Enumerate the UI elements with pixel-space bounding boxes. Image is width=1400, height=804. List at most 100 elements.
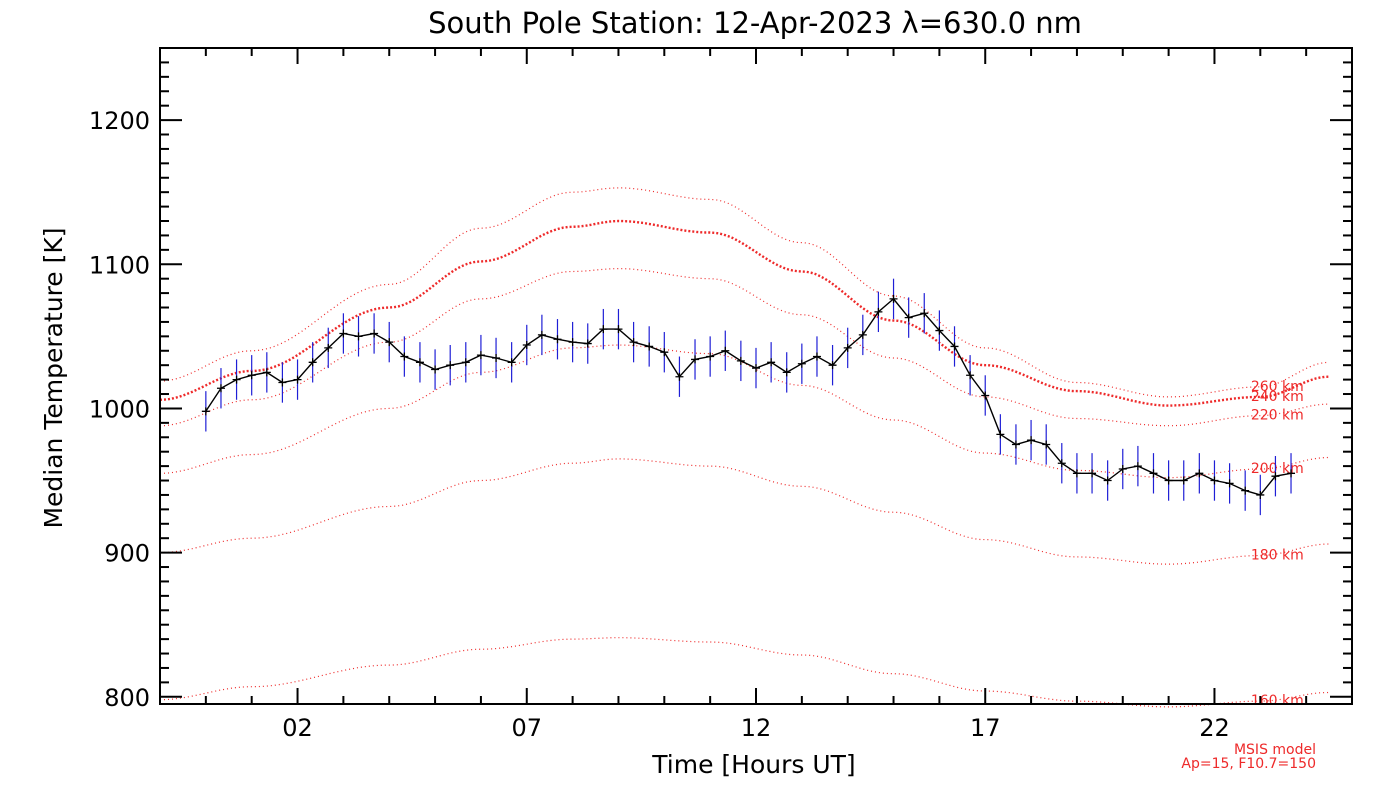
data-point-56 [1057, 459, 1066, 468]
model-curve-label-2: 200 km [1251, 461, 1304, 477]
data-point-46 [904, 313, 913, 322]
data-point-38 [782, 368, 791, 377]
data-point-35 [736, 356, 745, 365]
y-tick-label-0: 800 [104, 684, 150, 712]
data-point-51 [981, 391, 990, 400]
model-curve-label-1: 180 km [1251, 547, 1304, 563]
model-curve-label-3: 220 km [1251, 408, 1304, 424]
data-point-29 [645, 342, 654, 351]
y-tick-label-3: 1100 [89, 251, 150, 279]
data-point-7 [308, 358, 317, 367]
x-axis-label: Time [Hours UT] [651, 750, 855, 779]
data-point-5 [278, 378, 287, 387]
data-point-21 [522, 341, 531, 350]
data-point-43 [858, 330, 867, 339]
data-point-70 [1271, 472, 1280, 481]
data-point-20 [507, 358, 516, 367]
data-point-47 [920, 309, 929, 318]
data-point-42 [843, 343, 852, 352]
data-point-36 [752, 364, 760, 373]
data-point-0 [201, 407, 210, 416]
x-tick-label-1: 07 [511, 714, 542, 742]
data-point-67 [1225, 479, 1234, 488]
model-curve-label-5: 260 km [1251, 379, 1304, 395]
x-tick-label-4: 22 [1199, 714, 1230, 742]
x-tick-label-0: 02 [282, 714, 313, 742]
model-curve-label-4: 240 km [1251, 389, 1304, 405]
model-curve-0 [159, 637, 1330, 708]
data-point-59 [1103, 476, 1112, 485]
data-point-62 [1149, 469, 1158, 478]
x-tick-label-3: 17 [970, 714, 1001, 742]
data-point-54 [1027, 436, 1036, 445]
data-point-2 [232, 375, 241, 384]
model-curve-3 [159, 267, 1330, 427]
data-point-17 [461, 358, 470, 367]
data-point-18 [476, 351, 485, 360]
data-point-50 [966, 371, 975, 380]
data-point-6 [293, 375, 302, 384]
data-point-55 [1042, 440, 1051, 449]
chart-title: South Pole Station: 12-Apr-2023 λ=630.0 … [428, 6, 1082, 40]
data-point-61 [1133, 462, 1142, 471]
y-tick-label-2: 1000 [89, 395, 150, 423]
data-point-71 [1287, 469, 1296, 478]
data-point-64 [1179, 476, 1188, 485]
data-point-68 [1241, 486, 1250, 495]
x-tick-label-2: 12 [741, 714, 772, 742]
data-point-63 [1164, 476, 1173, 485]
data-point-52 [996, 430, 1005, 439]
axis-ticks: 02 07 12 17 22 800 900 1000 1100 1200 [89, 48, 1353, 742]
data-point-1 [216, 384, 225, 393]
data-point-14 [415, 358, 424, 367]
data-point-15 [431, 365, 440, 374]
data-point-27 [614, 325, 623, 334]
data-point-65 [1195, 469, 1204, 478]
data-point-30 [660, 348, 669, 357]
data-point-16 [446, 361, 455, 370]
data-point-22 [537, 330, 546, 339]
data-point-37 [767, 358, 776, 367]
data-point-34 [721, 346, 730, 355]
data-point-26 [599, 325, 608, 334]
model-note-label: MSIS model [1234, 742, 1316, 758]
data-point-58 [1088, 469, 1097, 478]
data-point-13 [400, 352, 409, 361]
data-point-8 [324, 343, 333, 352]
data-point-31 [675, 372, 684, 381]
y-axis-label: Median Temperature [K] [39, 227, 68, 528]
data-point-66 [1210, 476, 1219, 485]
data-point-69 [1256, 490, 1265, 499]
data-point-9 [339, 329, 348, 338]
data-point-45 [889, 294, 898, 303]
model-curve-label-0: 160 km [1251, 693, 1304, 709]
data-point-49 [950, 342, 959, 351]
measurement-line [205, 297, 1292, 496]
data-point-25 [583, 339, 592, 348]
data-point-40 [812, 352, 821, 361]
data-point-41 [828, 361, 837, 370]
data-point-53 [1011, 440, 1020, 449]
model-curve-4 [159, 219, 1330, 407]
data-point-24 [568, 338, 577, 347]
data-point-19 [492, 353, 501, 362]
y-tick-label-4: 1200 [89, 107, 150, 135]
data-point-48 [935, 326, 944, 335]
data-point-57 [1072, 469, 1081, 478]
data-point-10 [354, 332, 363, 341]
data-point-44 [874, 307, 883, 316]
data-point-39 [797, 359, 806, 368]
data-point-33 [706, 352, 715, 361]
data-point-28 [629, 338, 638, 347]
data-point-23 [553, 335, 562, 344]
data-point-32 [691, 355, 700, 364]
data-point-11 [370, 329, 379, 338]
model-curve-5 [159, 187, 1330, 398]
data-point-3 [247, 371, 256, 380]
model-curve-1 [159, 458, 1330, 565]
data-point-12 [385, 338, 394, 347]
data-point-4 [262, 368, 271, 377]
